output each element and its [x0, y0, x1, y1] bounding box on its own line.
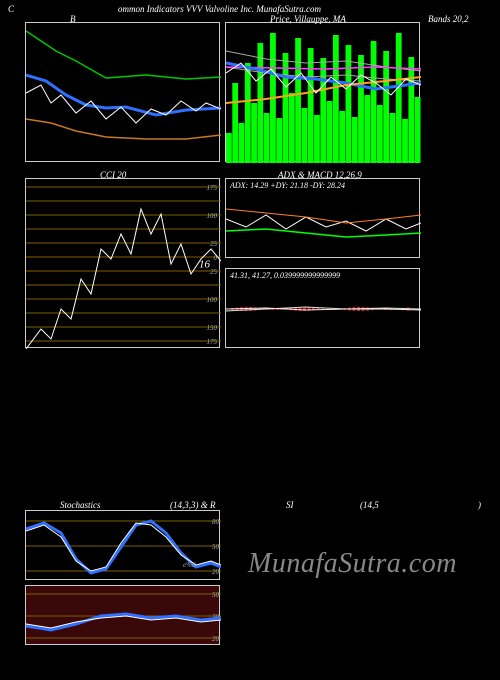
- rsi-params: (14,5: [360, 500, 379, 510]
- svg-text:0: 0: [214, 254, 218, 262]
- svg-text:25: 25: [210, 240, 218, 248]
- svg-text:25: 25: [210, 268, 218, 276]
- page-title-left: C: [8, 4, 14, 14]
- cci-chart: 1751002502510015017516: [25, 178, 220, 348]
- svg-text:175: 175: [207, 338, 218, 346]
- macd-chart: 41.31, 41.27, 0.039999999999999: [225, 268, 420, 348]
- rsi-chart: 503020: [25, 585, 220, 645]
- svg-text:50: 50: [212, 543, 220, 551]
- svg-text:e%d: e%d: [183, 561, 196, 569]
- svg-text:175: 175: [207, 184, 218, 192]
- page-title-mid: ommon Indicators VVV Valvoline Inc. Muna…: [118, 4, 321, 14]
- price-chart: [225, 22, 420, 162]
- stoch-chart: 80 50 20 e%d: [25, 510, 220, 580]
- bbands-title-right: Bands 20,2: [428, 14, 469, 24]
- rsi-title: SI: [286, 500, 294, 510]
- svg-text:80: 80: [212, 518, 220, 526]
- svg-text:150: 150: [207, 324, 218, 332]
- stoch-title: Stochastics: [60, 500, 101, 510]
- rsi-paren: ): [478, 500, 481, 510]
- watermark: MunafaSutra.com: [248, 548, 457, 580]
- bbands-chart: [25, 22, 220, 162]
- svg-text:50: 50: [212, 591, 220, 599]
- svg-text:100: 100: [207, 212, 218, 220]
- svg-text:100: 100: [207, 296, 218, 304]
- stoch-params: (14,3,3) & R: [170, 500, 216, 510]
- svg-text:20: 20: [212, 568, 220, 576]
- svg-text:20: 20: [212, 635, 220, 643]
- adx-chart: ADX: 14.29 +DY: 21.18 -DY: 28.24: [225, 178, 420, 258]
